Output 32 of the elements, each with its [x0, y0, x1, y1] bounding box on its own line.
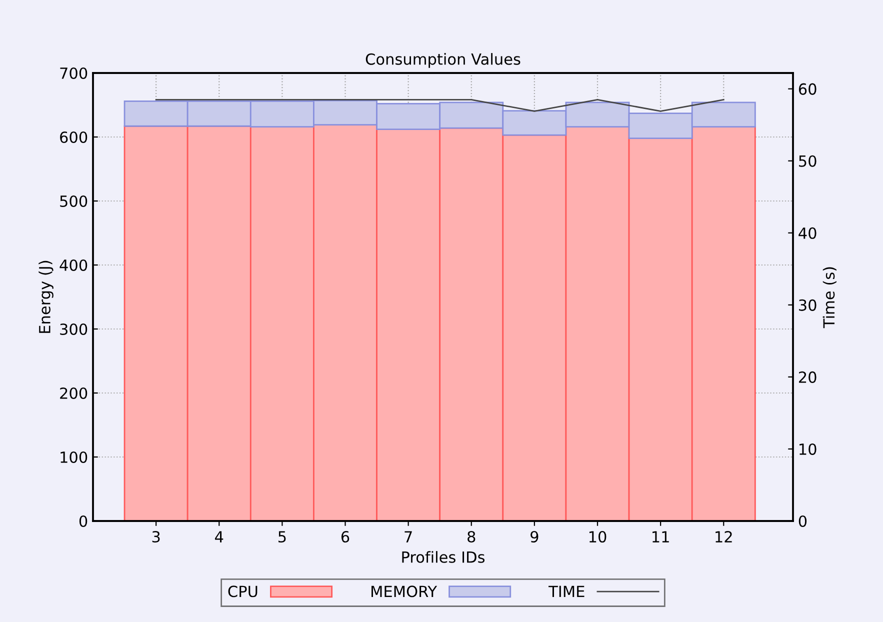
y-tick-label: 500 [60, 195, 88, 208]
x-tick-label: 6 [341, 530, 350, 543]
y-tick-label: 400 [60, 259, 88, 272]
y-tick-label: 100 [60, 451, 88, 464]
legend-label: MEMORY [372, 586, 438, 598]
y2-tick-label: 30 [799, 299, 816, 311]
x-tick-label: 12 [716, 530, 732, 542]
y-tick-label: 300 [60, 323, 88, 336]
x-tick-label: 10 [589, 530, 606, 543]
y2-tick-label: 40 [798, 227, 816, 239]
y2-axis-title: Time (s) [822, 267, 836, 328]
x-tick-label: 7 [404, 531, 412, 542]
x-tick-label: 9 [530, 530, 538, 543]
chart-title: Consumption Values [366, 53, 520, 68]
y-tick-label: 200 [60, 387, 88, 400]
y-tick-label: 0 [79, 515, 88, 528]
y2-tick-label: 60 [798, 83, 816, 95]
y2-tick-label: 20 [798, 371, 816, 383]
x-tick-label: 4 [215, 531, 224, 542]
x-tick-label: 5 [278, 531, 286, 543]
y-tick-label: 600 [60, 131, 88, 144]
y-axis-title: Energy (J) [38, 260, 54, 333]
y2-tick-label: 10 [800, 443, 816, 455]
x-axis-title: Profiles IDs [402, 551, 485, 563]
legend-label: TIME [548, 586, 584, 597]
x-tick-label: 11 [652, 531, 669, 542]
y-tick-label: 700 [60, 67, 88, 80]
x-tick-label: 3 [152, 530, 160, 543]
y2-tick-label: 0 [798, 515, 807, 528]
legend-label: CPU [228, 586, 258, 598]
y2-tick-label: 50 [799, 155, 816, 167]
x-tick-label: 8 [468, 530, 476, 543]
